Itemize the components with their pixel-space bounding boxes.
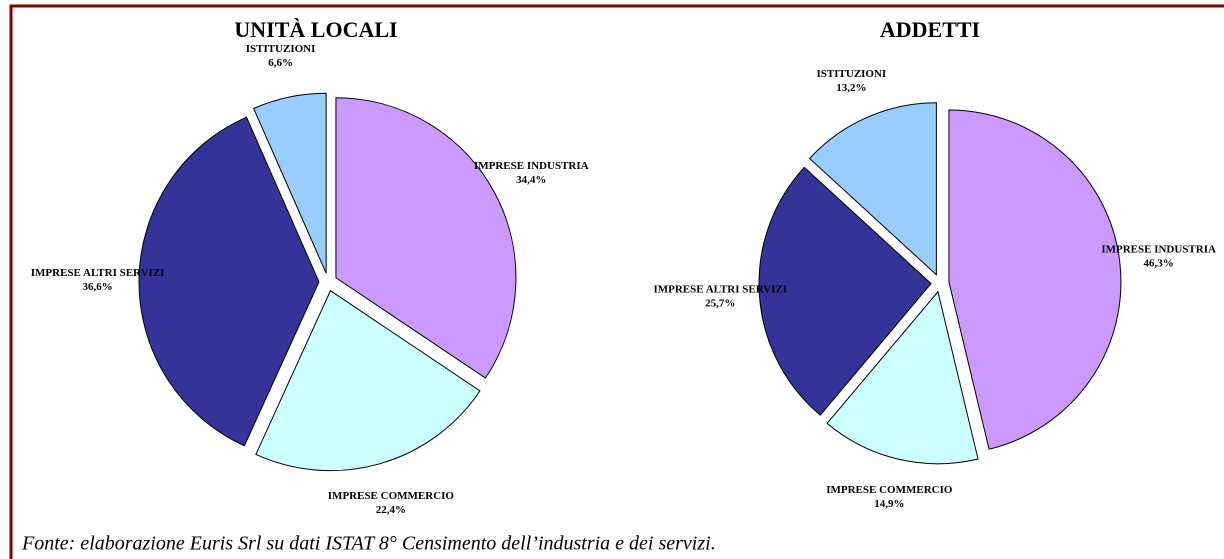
slice-label: ISTITUZIONI [246, 43, 316, 55]
pie-slice [948, 109, 1122, 450]
pie-slice [758, 166, 932, 416]
slice-value-label: 34,4% [516, 174, 546, 186]
pie-slice [808, 102, 937, 276]
slice-value-label: 25,7% [705, 298, 735, 310]
slice-label: IMPRESE COMMERCIO [826, 484, 953, 496]
slice-label: IMPRESE ALTRI SERVIZI [653, 284, 787, 296]
pie-slice [252, 92, 327, 274]
slice-label: IMPRESE INDUSTRIA [474, 160, 589, 172]
slice-label: ISTITUZIONI [817, 68, 887, 80]
slice-value-label: 14,9% [874, 498, 904, 510]
chart-title: UNITÀ LOCALI [234, 17, 397, 42]
pie-slice [138, 116, 320, 447]
slice-label: IMPRESE COMMERCIO [328, 490, 455, 502]
pie-slice [826, 290, 979, 465]
caption: Fonte: elaborazione Euris Srl su dati IS… [21, 533, 716, 555]
slice-value-label: 13,2% [836, 82, 866, 94]
frame [9, 4, 1224, 559]
pie-slice [255, 289, 481, 472]
slice-value-label: 46,3% [1144, 258, 1174, 270]
pie-slice [335, 97, 517, 379]
slice-value-label: 22,4% [376, 504, 406, 516]
slice-value-label: 6,6% [268, 57, 293, 69]
slice-label: IMPRESE INDUSTRIA [1101, 244, 1216, 256]
slice-label: IMPRESE ALTRI SERVIZI [31, 267, 165, 279]
slice-value-label: 36,6% [82, 281, 112, 293]
chart-title: ADDETTI [880, 17, 980, 42]
